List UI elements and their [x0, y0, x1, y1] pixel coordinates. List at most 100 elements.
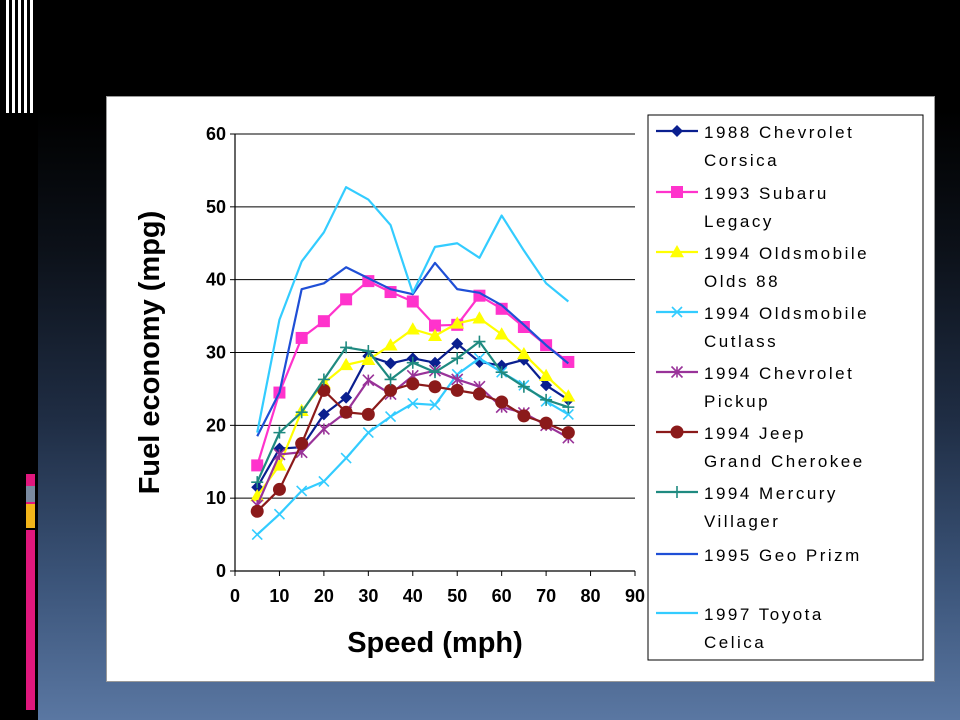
- data-point: [339, 405, 353, 419]
- data-point: [384, 357, 397, 370]
- data-point: [362, 427, 374, 439]
- data-point: [516, 346, 531, 360]
- data-point: [671, 125, 683, 137]
- data-point: [362, 345, 375, 358]
- data-point: [517, 409, 531, 423]
- data-point: [561, 389, 576, 402]
- x-tick-label: 20: [314, 586, 334, 606]
- data-point: [273, 426, 286, 439]
- data-point: [562, 401, 575, 414]
- legend-label: 1997 Toyota: [704, 605, 824, 624]
- legend-label: Cutlass: [704, 332, 778, 351]
- data-point: [540, 379, 553, 392]
- legend-label: 1995 Geo Prizm: [704, 546, 862, 565]
- y-tick-label: 50: [206, 197, 226, 217]
- legend-label: 1994 Oldsmobile: [704, 244, 869, 263]
- legend-entry: 1993 Subaru Legacy: [656, 184, 826, 231]
- data-point: [495, 395, 509, 409]
- data-point: [406, 377, 420, 391]
- data-point: [384, 411, 397, 423]
- data-point: [450, 316, 465, 329]
- x-tick-label: 50: [447, 586, 467, 606]
- chart-panel: 0 10 20 30 40 50 60 0 10 20 30 40 50 60 70 80 90 Fuel ec…: [106, 96, 935, 682]
- data-point: [362, 275, 375, 288]
- data-point: [429, 319, 441, 332]
- legend-label: 1994 Jeep: [704, 424, 806, 443]
- y-tick-label: 60: [206, 124, 226, 144]
- data-point: [273, 508, 286, 520]
- data-point: [340, 452, 352, 464]
- legend-label: 1994 Mercury: [704, 484, 838, 503]
- data-point: [451, 373, 464, 386]
- data-point: [340, 391, 353, 404]
- y-tick-label: 20: [206, 415, 226, 435]
- x-tick-label: 0: [230, 586, 240, 606]
- accent-bar: [6, 0, 9, 113]
- legend-label: 1988 Chevrolet: [704, 123, 854, 142]
- data-point: [495, 302, 508, 315]
- y-tick-label: 40: [206, 270, 226, 290]
- x-tick-label: 70: [536, 586, 556, 606]
- legend-label: Villager: [704, 512, 780, 531]
- data-point: [670, 365, 684, 379]
- data-point: [406, 356, 419, 369]
- x-tick-label: 40: [403, 586, 423, 606]
- data-point: [295, 437, 309, 451]
- data-point: [317, 422, 330, 436]
- legend-label: 1994 Oldsmobile: [704, 304, 869, 323]
- legend-entry: 1988 Chevrolet Corsica: [656, 123, 854, 170]
- data-point: [361, 407, 375, 421]
- legend-entry: 1994 Jeep Grand Cherokee: [656, 424, 862, 471]
- data-point: [407, 397, 419, 410]
- data-point: [295, 331, 308, 344]
- data-point: [317, 383, 331, 397]
- data-point: [251, 529, 263, 541]
- series-9: [256, 186, 570, 433]
- legend-entry: 1994 Oldsmobile Olds 88: [656, 244, 869, 291]
- data-point: [451, 352, 464, 365]
- data-point: [494, 327, 509, 340]
- y-tick-label: 10: [206, 488, 226, 508]
- data-point: [429, 399, 441, 411]
- x-tick-label: 60: [492, 586, 512, 606]
- legend-box: [647, 114, 924, 661]
- data-point: [428, 328, 442, 341]
- data-point: [451, 337, 464, 350]
- data-point: [317, 373, 330, 386]
- legend-label: Celica: [704, 633, 766, 652]
- series-line: [256, 186, 570, 433]
- data-point: [272, 482, 286, 496]
- legend-label: Corsica: [704, 151, 779, 170]
- data-point: [406, 295, 419, 308]
- x-tick-label: 90: [625, 586, 645, 606]
- legend-entry: 1994 Mercury Villager: [656, 484, 838, 531]
- legend-entry: 1995 Geo Prizm: [656, 546, 862, 565]
- data-point: [317, 315, 330, 328]
- data-point: [340, 341, 353, 354]
- legend-entry: 1994 Chevrolet Pickup: [656, 364, 852, 411]
- data-point: [296, 485, 308, 497]
- data-point: [317, 408, 330, 421]
- data-point: [429, 366, 441, 379]
- data-point: [517, 380, 530, 393]
- slide-accent-bars-top: [6, 0, 33, 113]
- y-tick-label: 0: [216, 561, 226, 581]
- data-point: [251, 476, 264, 489]
- x-tick-label: 80: [581, 586, 601, 606]
- accent-segment: [26, 504, 35, 528]
- series-8: [256, 261, 570, 437]
- series-lines: [250, 186, 576, 541]
- y-tick-label: 30: [206, 343, 226, 363]
- grid-lines: [235, 133, 635, 499]
- data-point: [318, 475, 330, 487]
- accent-segment: [26, 530, 35, 710]
- x-axis-title: Speed (mph): [347, 627, 523, 659]
- data-point: [405, 322, 420, 335]
- data-point: [670, 425, 684, 439]
- x-tick-label: 30: [358, 586, 378, 606]
- data-point: [670, 245, 684, 258]
- data-point: [250, 504, 264, 518]
- data-point: [383, 338, 398, 351]
- data-point: [539, 368, 554, 382]
